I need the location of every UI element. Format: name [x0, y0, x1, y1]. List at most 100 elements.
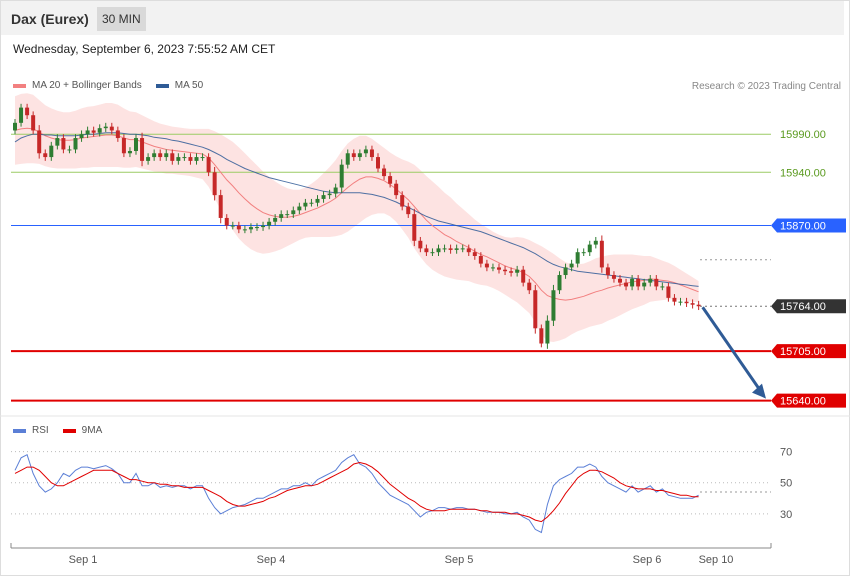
- candle-body: [605, 267, 610, 276]
- candle-body: [357, 153, 362, 158]
- candle-body: [103, 126, 108, 129]
- candle-body: [497, 267, 501, 270]
- level-label-15990.00: 15990.00: [780, 129, 826, 141]
- candle-body: [182, 157, 187, 159]
- candle-body: [206, 157, 211, 173]
- candle-body: [218, 195, 223, 218]
- candle-body: [521, 269, 526, 283]
- candle-body: [230, 225, 235, 227]
- rsi-line: [14, 453, 699, 534]
- candle-body: [593, 240, 598, 245]
- ma20-line: [14, 127, 699, 301]
- candle-body: [460, 248, 465, 250]
- chart-header: Dax (Eurex) 30 MIN: [1, 1, 844, 35]
- candle-body: [115, 130, 120, 139]
- candle-body: [418, 240, 423, 249]
- candle-body: [255, 227, 259, 229]
- candle-body: [303, 202, 308, 207]
- candle-body: [618, 278, 622, 283]
- forecast-arrow-head: [752, 383, 766, 399]
- candle-body: [31, 115, 36, 131]
- candle-body: [363, 149, 368, 154]
- candle-body: [430, 252, 435, 254]
- candle-body: [611, 275, 616, 279]
- candle-body: [648, 278, 653, 283]
- legend-ma20: MA 20 + Bollinger Bands: [13, 80, 142, 91]
- candle-body: [490, 267, 495, 269]
- candle-body: [424, 248, 429, 253]
- candle-body: [412, 214, 417, 241]
- price-legend: MA 20 + Bollinger Bands MA 50: [13, 80, 217, 91]
- candle-body: [442, 248, 447, 250]
- level-label-15764.00: 15764.00: [780, 301, 826, 313]
- candle-body: [285, 214, 290, 216]
- candle-body: [170, 153, 175, 161]
- candle-body: [484, 263, 489, 268]
- candle-body: [351, 153, 356, 158]
- chart-datetime: Wednesday, September 6, 2023 7:55:52 AM …: [13, 42, 276, 56]
- legend-rsi-label: RSI: [32, 425, 49, 436]
- legend-ma50: MA 50: [155, 80, 203, 91]
- level-tag-15870.00: [771, 218, 846, 233]
- candle-body: [466, 248, 471, 253]
- candle-body: [152, 153, 157, 158]
- candle-body: [291, 210, 296, 215]
- candle-body: [140, 138, 145, 161]
- candle-body: [109, 126, 114, 131]
- rsi-swatch: [13, 428, 26, 433]
- level-tag-15764.00: [771, 299, 846, 314]
- candle-body: [345, 153, 350, 165]
- candle-body: [533, 290, 538, 329]
- time-tick-label: Sep 4: [257, 554, 286, 566]
- time-tick-label: Sep 1: [69, 554, 98, 566]
- candle-body: [515, 269, 520, 273]
- rsi-tick-50: 50: [780, 478, 792, 490]
- bollinger-band: [15, 93, 699, 342]
- candle-body: [654, 278, 659, 287]
- legend-ma20-label: MA 20 + Bollinger Bands: [32, 80, 142, 91]
- candle-body: [121, 138, 126, 154]
- candle-body: [194, 157, 199, 161]
- candle-body: [394, 183, 399, 196]
- level-label-15705.00: 15705.00: [780, 346, 826, 358]
- candle-body: [267, 221, 272, 226]
- candle-body: [176, 157, 181, 161]
- forecast-arrow-shaft: [701, 306, 763, 393]
- ma50-swatch: [155, 83, 169, 88]
- candle-body: [624, 282, 629, 287]
- candle-body: [503, 269, 508, 272]
- candle-body: [200, 157, 205, 159]
- rsi-tick-30: 30: [780, 509, 792, 521]
- time-tick-label: Sep 6: [633, 554, 662, 566]
- candle-body: [73, 138, 78, 150]
- candle-body: [376, 157, 380, 169]
- candle-body: [67, 149, 72, 151]
- level-label-15640.00: 15640.00: [780, 396, 826, 408]
- candle-body: [333, 187, 338, 194]
- candle-body: [587, 244, 592, 253]
- candle-body: [273, 217, 278, 222]
- candle-body: [678, 301, 683, 303]
- candle-body: [569, 263, 574, 268]
- candle-body: [79, 134, 84, 139]
- legend-rsi-ma: 9MA: [62, 425, 102, 436]
- candle-body: [642, 282, 647, 287]
- candle-body: [309, 202, 314, 204]
- candle-body: [690, 303, 695, 305]
- candle-body: [478, 256, 483, 264]
- candle-body: [242, 229, 247, 231]
- candle-body: [85, 130, 90, 135]
- candle-body: [188, 157, 193, 161]
- candle-body: [551, 290, 556, 321]
- candle-body: [436, 248, 441, 253]
- candle-body: [134, 138, 138, 151]
- rsi-legend: RSI 9MA: [13, 425, 116, 436]
- ma50-line: [14, 132, 699, 287]
- candle-body: [454, 248, 459, 250]
- candle-body: [630, 278, 635, 287]
- candle-body: [248, 227, 253, 230]
- rsi-ma-swatch: [62, 428, 76, 433]
- candle-body: [527, 282, 532, 291]
- interval-button[interactable]: 30 MIN: [97, 7, 146, 31]
